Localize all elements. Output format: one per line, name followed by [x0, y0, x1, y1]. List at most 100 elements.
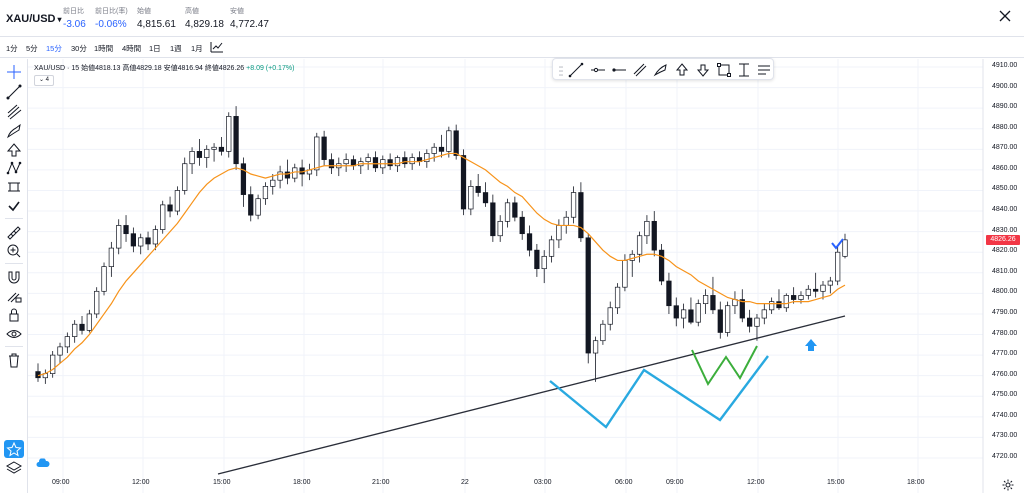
candle-down	[372, 157, 379, 169]
time-tick-label: 18:00	[293, 479, 311, 486]
candle-up	[702, 295, 709, 305]
arrow-mark-down-icon[interactable]	[695, 62, 711, 78]
candle-up	[262, 186, 269, 200]
candle-down	[130, 233, 136, 247]
trend-line-icon[interactable]	[4, 83, 24, 101]
drag-handle-icon[interactable]	[559, 64, 563, 76]
legend-high: 4829.18	[136, 65, 162, 72]
chart-type-icon[interactable]	[210, 41, 224, 55]
gear-icon[interactable]	[1002, 478, 1014, 491]
price-tick-label: 4820.00	[992, 247, 1018, 255]
stat-label: 前日比(率)	[95, 8, 128, 15]
interval-30m[interactable]: 30分	[71, 44, 87, 53]
candle-up	[160, 204, 166, 230]
interval-1h[interactable]: 1時間	[94, 44, 114, 53]
check-mark	[831, 238, 844, 250]
interval-1d[interactable]: 1日	[149, 44, 161, 53]
candle-down	[328, 159, 335, 169]
time-tick-label: 22	[461, 479, 469, 486]
close-icon[interactable]	[998, 9, 1012, 23]
candle-down	[453, 130, 459, 156]
trash-icon[interactable]	[4, 351, 24, 369]
horizontal-ray-icon[interactable]	[590, 62, 606, 78]
candle-down	[791, 295, 797, 300]
interval-4h[interactable]: 4時間	[122, 44, 142, 53]
candle-up	[446, 130, 452, 152]
candle-up	[226, 116, 232, 152]
pattern-icon[interactable]	[4, 159, 24, 177]
candle-down	[233, 116, 239, 165]
interval-15m[interactable]: 15分	[46, 44, 62, 53]
stat-label: 始値	[137, 8, 151, 15]
price-tick-label: 4760.00	[992, 370, 1018, 378]
lock-drawing-icon[interactable]	[4, 287, 24, 305]
candle-up	[255, 198, 261, 216]
interval-1w[interactable]: 1週	[170, 44, 182, 53]
price-tick-label: 4730.00	[992, 432, 1018, 440]
drawing-toolbar	[0, 59, 28, 493]
legend-high-label: 高値	[122, 65, 137, 72]
brush-icon[interactable]	[4, 122, 24, 140]
candle-down	[402, 157, 408, 165]
candle-up	[798, 295, 804, 300]
time-tick-label: 15:00	[213, 479, 231, 486]
candle-down	[747, 317, 753, 327]
candle-up	[644, 220, 650, 237]
legend-change: +8.09 (+0.17%)	[246, 65, 295, 72]
text-cursor-icon[interactable]	[736, 62, 752, 78]
crosshair-icon[interactable]	[4, 63, 24, 81]
candle-down	[79, 323, 85, 331]
legend-collapse-button[interactable]: ⌄ 4	[34, 75, 54, 86]
candle-up	[783, 295, 789, 309]
eye-icon[interactable]	[4, 325, 24, 343]
candle-up	[769, 301, 775, 311]
candle-up	[592, 340, 599, 354]
candle-up	[431, 146, 437, 154]
line-icon[interactable]	[568, 62, 584, 78]
candle-up	[468, 186, 474, 210]
text-icon[interactable]	[756, 62, 772, 78]
candle-up	[50, 354, 56, 374]
horizontal-line-icon[interactable]	[611, 62, 627, 78]
lock-icon[interactable]	[4, 306, 24, 324]
price-tick-label: 4860.00	[992, 164, 1018, 172]
checkmark-icon[interactable]	[4, 197, 24, 215]
w-pattern-green	[691, 345, 758, 387]
arrow-mark-up-icon[interactable]	[674, 62, 690, 78]
zoom-in-icon[interactable]	[4, 242, 24, 260]
price-tick-label: 4870.00	[992, 144, 1018, 152]
candle-up	[563, 216, 569, 226]
cloud-icon[interactable]	[36, 456, 50, 468]
arrow-up-icon[interactable]	[4, 141, 24, 159]
candle-down	[658, 249, 665, 282]
stat-low: 安値 4,772.47	[230, 6, 269, 30]
time-tick-label: 09:00	[52, 479, 70, 486]
price-tick-label: 4880.00	[992, 123, 1018, 131]
symbol-header: XAU/USD ▾ 前日比 -3.06 前日比(率) -0.06% 始値 4,81…	[0, 0, 1024, 37]
price-tick-label: 4800.00	[992, 288, 1018, 296]
price-tick-label: 4840.00	[992, 206, 1018, 214]
candle-up	[680, 309, 687, 319]
candle-down	[717, 309, 723, 333]
fib-icon[interactable]	[653, 62, 669, 78]
measure-icon[interactable]	[4, 178, 24, 196]
star-icon[interactable]	[4, 440, 24, 458]
pitchfork-icon[interactable]	[4, 103, 24, 121]
candle-up	[424, 153, 430, 163]
rectangle-icon[interactable]	[716, 62, 732, 78]
time-tick-label: 21:00	[372, 479, 390, 486]
ruler-icon[interactable]	[4, 223, 24, 241]
interval-1m[interactable]: 1分	[6, 44, 18, 53]
interval-1mo[interactable]: 1月	[191, 44, 203, 53]
parallel-channel-icon[interactable]	[632, 62, 648, 78]
candle-up	[64, 336, 70, 348]
interval-5m[interactable]: 5分	[26, 44, 38, 53]
price-chart[interactable]	[28, 59, 986, 493]
magnet-icon[interactable]	[4, 268, 24, 286]
layers-icon[interactable]	[4, 459, 24, 477]
candle-up	[314, 136, 320, 171]
candle-up	[138, 237, 144, 247]
price-tick-label: 4750.00	[992, 391, 1018, 399]
price-tick-label: 4850.00	[992, 185, 1018, 193]
symbol-selector[interactable]: XAU/USD ▾	[6, 13, 62, 25]
